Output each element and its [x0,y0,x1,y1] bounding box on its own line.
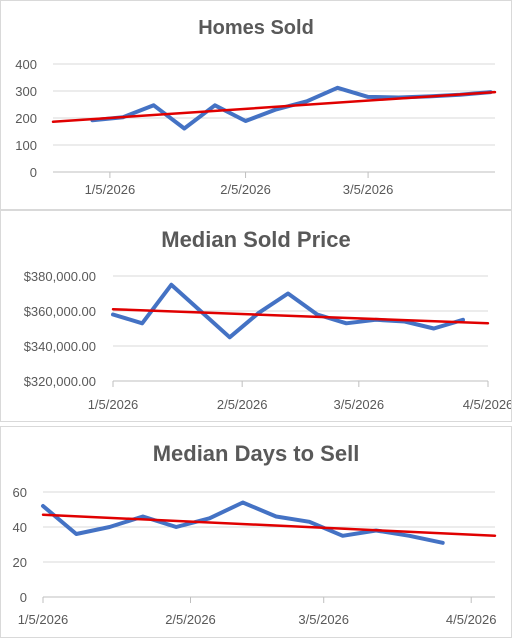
y-tick-label: 400 [15,57,37,72]
y-tick-label: 100 [15,138,37,153]
median-days-to-sell-chart: 0 20 40 60 1/5/2026 2/5/2026 3/5/2026 4/5/2026 [13,485,497,627]
gridlines [43,491,495,563]
y-tick-label: 200 [15,111,37,126]
x-tick-label: 1/5/2026 [88,397,139,412]
median-days-to-sell-panel: Median Days to Sell 0 20 40 60 1/5/2026 2/5/2… [0,426,512,638]
y-tick-label: 0 [30,165,37,180]
chart-title: Median Sold Price [161,227,351,252]
x-tick-label: 4/5/2026 [463,397,512,412]
x-tick-label: 1/5/2026 [85,182,136,197]
chart-title: Homes Sold [198,17,314,39]
trend-line [111,308,490,325]
x-tick-label: 4/5/2026 [446,612,497,627]
x-tick-label: 3/5/2026 [298,612,349,627]
median-sold-price-chart: $320,000.00 $340,000.00 $360,000.00 $380,00… [24,269,512,412]
x-tick-label: 2/5/2026 [165,612,216,627]
y-tick-label: 40 [13,520,27,535]
chart-title: Median Days to Sell [152,441,360,466]
trend-line [51,90,497,124]
y-tick-label: 60 [13,485,27,500]
trend-line [41,513,497,537]
gridlines [53,63,495,146]
x-tick-label: 3/5/2026 [343,182,394,197]
x-tick-label: 2/5/2026 [217,397,268,412]
x-tick-label: 1/5/2026 [18,612,69,627]
homes-sold-panel: Homes Sold 0 100 200 300 400 1/5/2026 2/5/2026… [0,0,512,210]
y-tick-label: 20 [13,555,27,570]
series-line [90,85,493,131]
x-tick-label: 2/5/2026 [220,182,271,197]
y-tick-label: $340,000.00 [24,339,96,354]
median-sold-price-panel: Median Sold Price $320,000.00 $340,000.00… [0,210,512,422]
y-tick-label: $320,000.00 [24,374,96,389]
series-line [111,282,465,340]
series-line [41,500,445,545]
x-tick-label: 3/5/2026 [334,397,385,412]
y-tick-label: $380,000.00 [24,269,96,284]
homes-sold-chart: 0 100 200 300 400 1/5/2026 2/5/2026 3/5/2026 [15,57,497,197]
y-tick-label: 0 [20,590,27,605]
y-tick-label: 300 [15,84,37,99]
y-tick-label: $360,000.00 [24,304,96,319]
